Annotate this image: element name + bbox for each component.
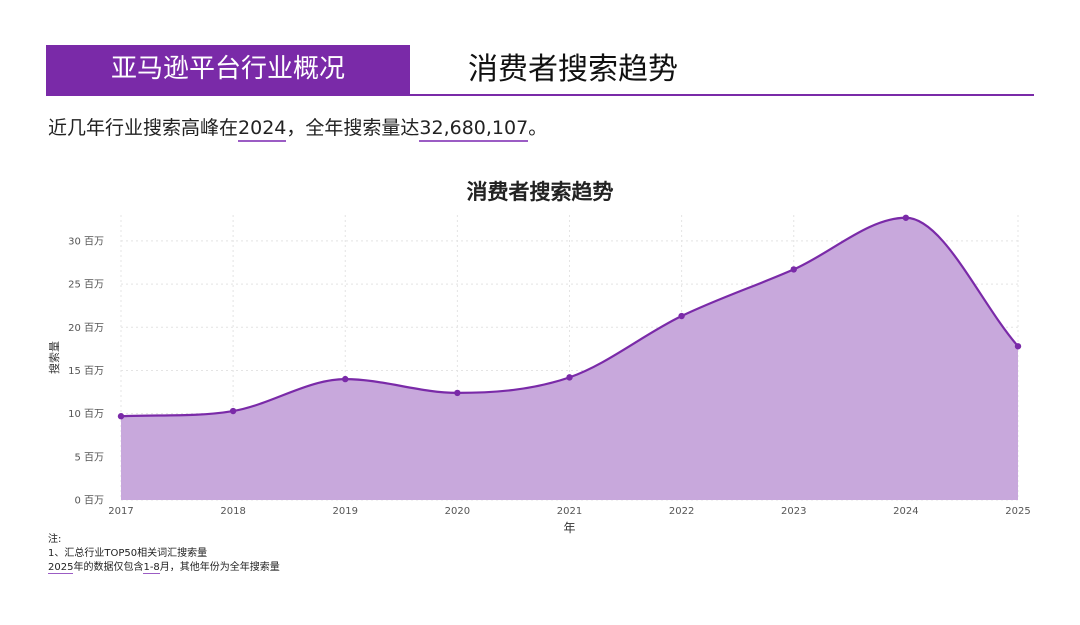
summary-prefix: 近几年行业搜索高峰在 [48, 117, 239, 139]
data-point [566, 374, 573, 381]
note-year: 2025 [48, 562, 74, 574]
data-point [117, 413, 125, 420]
y-tick-label: 15 百万 [68, 365, 104, 377]
y-tick-label: 20 百万 [68, 322, 104, 334]
note-rest: 月，其他年份为全年搜索量 [159, 562, 280, 573]
y-tick-label: 30 百万 [68, 235, 104, 247]
y-tick-label: 25 百万 [68, 279, 104, 291]
summary-text: 近几年行业搜索高峰在2024，全年搜索量达32,680,107。 [48, 114, 547, 142]
series-area [121, 217, 1018, 501]
header-divider [46, 94, 1034, 96]
notes-line-2: 2025年的数据仅包含1-8月，其他年份为全年搜索量 [48, 561, 280, 575]
data-point [454, 389, 461, 397]
section-tag: 亚马逊平台行业概况 [46, 45, 410, 94]
data-point [229, 407, 237, 415]
x-tick-label: 2021 [557, 506, 582, 517]
x-axis-title: 年 [563, 521, 575, 535]
summary-suffix: 。 [528, 117, 548, 139]
notes-heading: 注: [48, 534, 62, 545]
summary-peak-value: 32,680,107 [419, 117, 529, 142]
data-point [790, 266, 797, 273]
data-point [342, 375, 349, 383]
series-line [120, 216, 1019, 418]
x-tick-label: 2019 [333, 506, 358, 517]
x-tick-label: 2018 [220, 506, 245, 517]
y-axis-title: 搜索量 [47, 341, 61, 374]
data-point [678, 312, 685, 320]
data-point [1014, 343, 1022, 350]
note-mid: 年的数据仅包含 [73, 562, 144, 573]
x-tick-label: 2025 [1005, 506, 1030, 517]
x-tick-label: 2024 [893, 506, 918, 517]
summary-middle: ，全年搜索量达 [286, 117, 420, 139]
x-tick-label: 2022 [669, 506, 694, 517]
y-tick-label: 10 百万 [68, 408, 104, 420]
note-months: 1-8 [143, 562, 160, 574]
page-title: 消费者搜索趋势 [468, 52, 678, 87]
y-tick-label: 0 百万 [74, 495, 104, 507]
x-tick-label: 2023 [781, 506, 806, 517]
chart-title: 消费者搜索趋势 [466, 180, 614, 204]
summary-peak-year: 2024 [238, 117, 287, 142]
x-tick-label: 2020 [445, 506, 470, 517]
notes: 注: 1、汇总行业TOP50相关词汇搜索量 2025年的数据仅包含1-8月，其他… [48, 533, 280, 575]
notes-line-1: 1、汇总行业TOP50相关词汇搜索量 [48, 548, 208, 559]
y-tick-label: 5 百万 [74, 451, 104, 463]
x-tick-label: 2017 [108, 506, 133, 517]
data-point [902, 214, 910, 221]
